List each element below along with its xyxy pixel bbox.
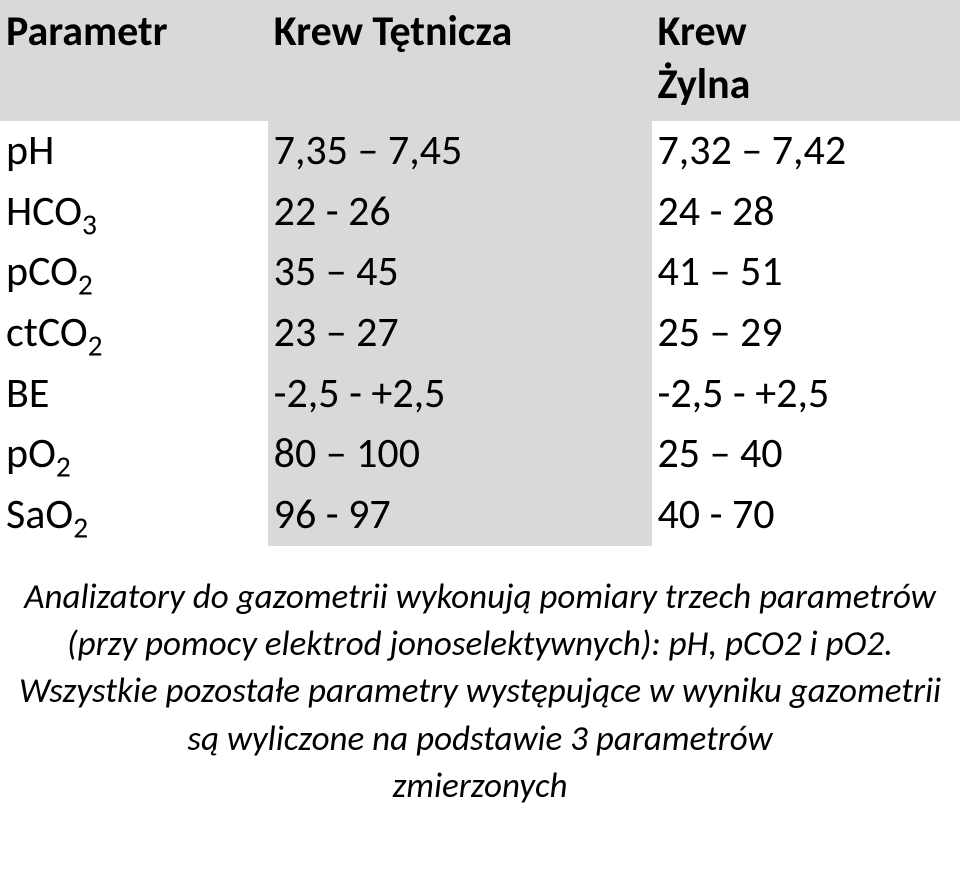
table-row: BE -2,5 - +2,5 -2,5 - +2,5 xyxy=(0,364,960,425)
caption-line: są wyliczone na podstawie 3 parametrów xyxy=(187,718,772,760)
caption-line: zmierzonych xyxy=(392,765,567,807)
cell-param: pCO2 xyxy=(0,242,268,303)
cell-param: SaO2 xyxy=(0,485,268,546)
table-row: ctCO2 23 – 27 25 – 29 xyxy=(0,303,960,364)
blood-gas-table: Parametr Krew Tętnicza Krew Żylna pH 7,3… xyxy=(0,0,960,546)
header-venous: Krew Żylna xyxy=(652,0,960,121)
cell-arterial: 7,35 – 7,45 xyxy=(268,121,652,182)
header-arterial: Krew Tętnicza xyxy=(268,0,652,121)
table-row: pO2 80 – 100 25 – 40 xyxy=(0,424,960,485)
cell-arterial: 80 – 100 xyxy=(268,424,652,485)
cell-param: BE xyxy=(0,364,268,425)
caption-line: Analizatory do gazometrii wykonują pomia… xyxy=(24,576,936,618)
cell-venous: 41 – 51 xyxy=(652,242,960,303)
cell-arterial: 35 – 45 xyxy=(268,242,652,303)
caption-line: (przy pomocy elektrod jonoselektywnych):… xyxy=(67,623,893,665)
cell-arterial: 96 - 97 xyxy=(268,485,652,546)
table-header-row: Parametr Krew Tętnicza Krew Żylna xyxy=(0,0,960,121)
caption: Analizatory do gazometrii wykonują pomia… xyxy=(0,574,960,830)
header-venous-line2: Żylna xyxy=(658,59,751,110)
cell-param: pH xyxy=(0,121,268,182)
cell-venous: 25 – 29 xyxy=(652,303,960,364)
table-row: SaO2 96 - 97 40 - 70 xyxy=(0,485,960,546)
cell-venous: 40 - 70 xyxy=(652,485,960,546)
cell-param: HCO3 xyxy=(0,182,268,243)
page: Parametr Krew Tętnicza Krew Żylna pH 7,3… xyxy=(0,0,960,830)
table-row: pH 7,35 – 7,45 7,32 – 7,42 xyxy=(0,121,960,182)
cell-venous: 25 – 40 xyxy=(652,424,960,485)
cell-venous: 24 - 28 xyxy=(652,182,960,243)
cell-param: ctCO2 xyxy=(0,303,268,364)
table-row: HCO3 22 - 26 24 - 28 xyxy=(0,182,960,243)
caption-line: Wszystkie pozostałe parametry występując… xyxy=(19,670,941,712)
cell-venous: 7,32 – 7,42 xyxy=(652,121,960,182)
cell-venous: -2,5 - +2,5 xyxy=(652,364,960,425)
cell-arterial: 23 – 27 xyxy=(268,303,652,364)
table-row: pCO2 35 – 45 41 – 51 xyxy=(0,242,960,303)
cell-arterial: -2,5 - +2,5 xyxy=(268,364,652,425)
header-venous-line1: Krew xyxy=(658,6,747,57)
cell-param: pO2 xyxy=(0,424,268,485)
header-parametr: Parametr xyxy=(0,0,268,121)
cell-arterial: 22 - 26 xyxy=(268,182,652,243)
